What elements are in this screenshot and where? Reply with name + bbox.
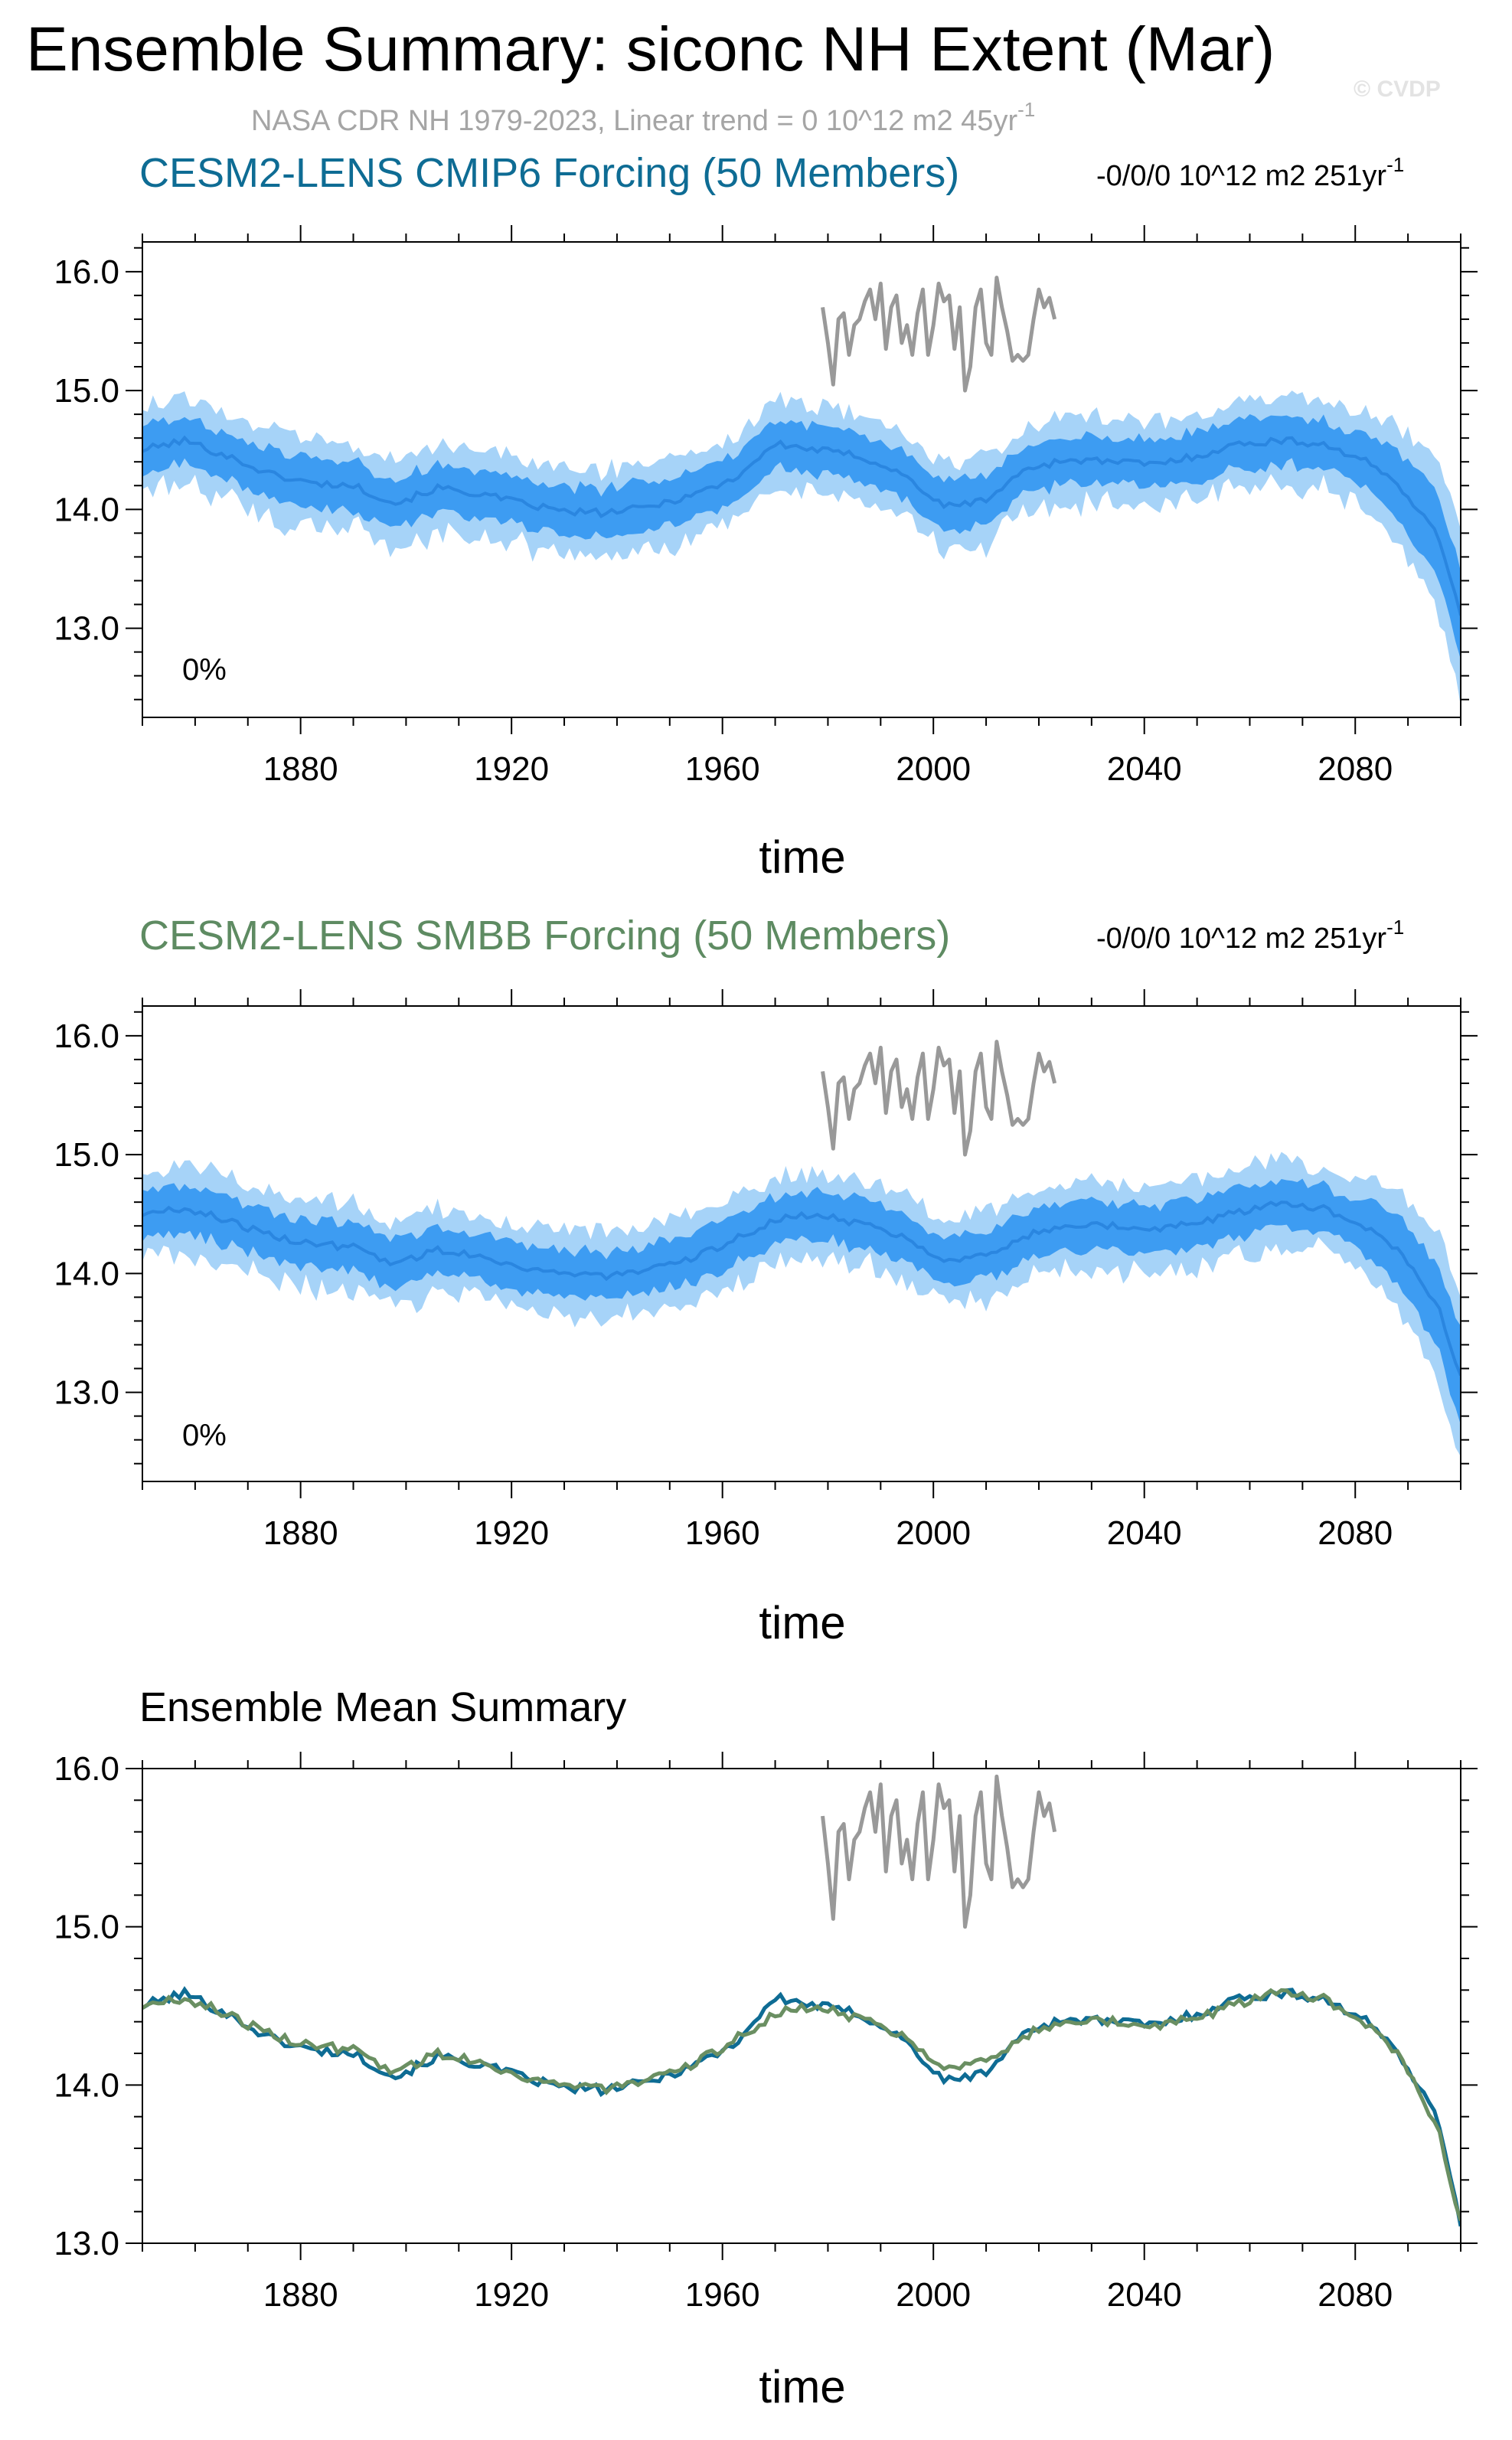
trend-label: -0/0/0 10^12 m2 251yr-1 [1096, 916, 1404, 955]
x-tick-label: 2000 [896, 750, 971, 788]
x-tick-label: 2040 [1107, 1514, 1182, 1552]
figure-title: Ensemble Summary: siconc NH Extent (Mar) [26, 15, 1275, 84]
corner-percent-label: 0% [182, 653, 227, 687]
plot-area: 1880 1920 1960 2000 2040 2080 13.0 14.0 15.0 16.0 [54, 989, 1478, 1552]
y-tick-label: 16.0 [54, 253, 119, 291]
x-tick-label: 1920 [474, 1514, 549, 1552]
plot-area: 1880 1920 1960 2000 2040 2080 13.0 14.0 15.0 16.0 [54, 1750, 1478, 2314]
ensemble-mean-line [142, 435, 1461, 616]
panel-ensemble-mean-summary: Ensemble Mean Summary 1880 1920 1960 2000 20… [54, 1684, 1478, 2412]
ensemble-spread-inner-band [142, 414, 1461, 660]
x-tick-label: 2000 [896, 2276, 971, 2314]
y-tick-label: 13.0 [54, 1374, 119, 1412]
ensemble-mean-line [142, 1200, 1461, 1377]
trend-label: -0/0/0 10^12 m2 251yr-1 [1096, 153, 1404, 192]
y-tick-label: 14.0 [54, 491, 119, 528]
x-tick-label: 1960 [685, 1514, 760, 1552]
x-axis-label: time [759, 1597, 845, 1648]
y-tick-label: 15.0 [54, 1909, 119, 1946]
cmip6-ensemble-mean-line [142, 1986, 1461, 2227]
plot-body [142, 276, 1461, 707]
x-tick-label: 2040 [1107, 2276, 1182, 2314]
plot-frame [142, 241, 1461, 718]
x-tick-label: 2000 [896, 1514, 971, 1552]
x-tick-label: 1880 [263, 1514, 338, 1552]
observations-line [821, 1040, 1057, 1157]
plot-frame [142, 1768, 1461, 2244]
ensemble-spread-inner-band [142, 1178, 1461, 1426]
smbb-ensemble-mean-line [142, 1988, 1461, 2222]
x-axis-label: time [759, 831, 845, 883]
x-tick-label: 2080 [1318, 1514, 1393, 1552]
y-tick-label: 14.0 [54, 1255, 119, 1292]
panel-cmip6: CESM2-LENS CMIP6 Forcing (50 Members) -0… [54, 150, 1478, 883]
plot-body [142, 1040, 1461, 1457]
observations-line [821, 276, 1057, 393]
x-tick-label: 1960 [685, 750, 760, 788]
y-tick-label: 16.0 [54, 1017, 119, 1055]
x-tick-label: 2080 [1318, 750, 1393, 788]
y-tick-label: 15.0 [54, 1136, 119, 1174]
y-tick-label: 16.0 [54, 1750, 119, 1788]
panel-title: CESM2-LENS CMIP6 Forcing (50 Members) [139, 150, 959, 196]
x-axis-label: time [759, 2361, 845, 2412]
y-tick-label: 13.0 [54, 2225, 119, 2262]
panel-title: Ensemble Mean Summary [139, 1684, 626, 1730]
x-tick-label: 1880 [263, 750, 338, 788]
cvdp-watermark: © CVDP [1354, 77, 1441, 102]
y-tick-label: 13.0 [54, 610, 119, 648]
panel-title: CESM2-LENS SMBB Forcing (50 Members) [139, 913, 950, 959]
corner-percent-label: 0% [182, 1419, 227, 1452]
plot-frame [142, 1005, 1461, 1482]
y-tick-label: 14.0 [54, 2066, 119, 2104]
x-tick-label: 2080 [1318, 2276, 1393, 2314]
x-tick-label: 2040 [1107, 750, 1182, 788]
observations-line [821, 1774, 1057, 1929]
plot-body [142, 1774, 1461, 2227]
y-tick-label: 15.0 [54, 372, 119, 410]
x-tick-label: 1920 [474, 2276, 549, 2314]
panel-smbb: CESM2-LENS SMBB Forcing (50 Members) -0/… [54, 913, 1478, 1648]
figure-subtitle: NASA CDR NH 1979-2023, Linear trend = 0 … [251, 98, 1035, 137]
plot-area: 1880 1920 1960 2000 2040 2080 13.0 14.0 15.0 16.0 [54, 225, 1478, 788]
x-tick-label: 1880 [263, 2276, 338, 2314]
x-tick-label: 1960 [685, 2276, 760, 2314]
x-tick-label: 1920 [474, 750, 549, 788]
